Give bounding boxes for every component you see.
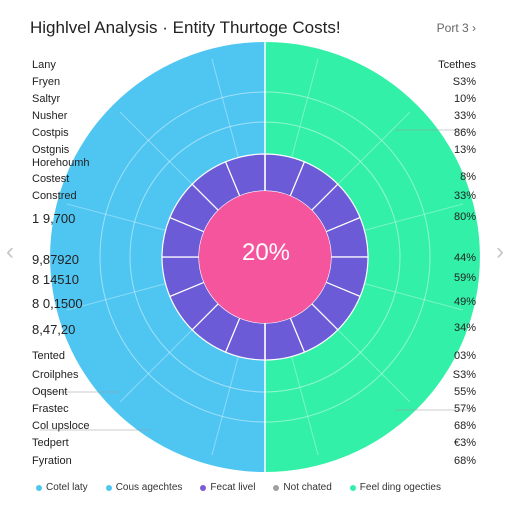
- legend-swatch: [273, 484, 280, 491]
- guide-line-4: [119, 329, 193, 403]
- legend-label: Cotel laty: [46, 482, 88, 493]
- right-label: Tcethes: [438, 59, 476, 71]
- legend-item[interactable]: Cotel laty: [36, 482, 88, 493]
- chevron-right-icon[interactable]: ›: [496, 238, 504, 265]
- right-label: 33%: [453, 110, 476, 122]
- left-label: Lany: [32, 59, 56, 71]
- left-label: Nusher: [32, 110, 68, 122]
- guide-line-5: [66, 283, 166, 311]
- guide-line-10: [337, 111, 411, 185]
- right-label: 34%: [453, 322, 476, 334]
- guide-line-9: [291, 58, 319, 158]
- left-label: Constred: [32, 190, 77, 202]
- left-label: Ostgnis: [32, 144, 70, 156]
- legend-item[interactable]: Fecat livel: [200, 482, 255, 493]
- right-label: S3%: [452, 369, 476, 381]
- left-label: Croilphes: [32, 369, 79, 381]
- pie-slice-0: [50, 42, 266, 472]
- guide-line-11: [364, 203, 464, 231]
- chart-legend: Cotel laty Cous agechtes Fecat livel Not ch…: [36, 482, 441, 493]
- legend-swatch: [349, 484, 356, 491]
- legend-item[interactable]: Not chated: [273, 482, 332, 493]
- right-label: 10%: [453, 93, 476, 105]
- legend-swatch: [200, 484, 207, 491]
- guide-line-1: [337, 329, 411, 403]
- guide-line-0: [364, 283, 464, 311]
- left-label: 1 9,700: [32, 211, 76, 226]
- legend-swatch: [105, 484, 112, 491]
- left-label: Col upsloce: [32, 420, 90, 432]
- pie-slice-1: [265, 42, 480, 472]
- legend-label: Feel ding ogecties: [359, 482, 441, 493]
- left-label: Fryen: [32, 76, 61, 88]
- left-label: 9,87920: [32, 252, 79, 267]
- left-label: Fyration: [32, 455, 72, 467]
- left-label: Costpis: [32, 127, 69, 139]
- page-nav-link[interactable]: Port 3 ›: [436, 21, 476, 35]
- center-disc: [199, 191, 331, 323]
- right-label: S3%: [452, 76, 476, 88]
- left-label: Oqsent: [32, 386, 68, 398]
- left-label: Tedpert: [32, 437, 69, 449]
- chevron-left-icon[interactable]: ‹: [6, 238, 14, 265]
- left-label: Frastec: [32, 403, 69, 415]
- center-value-label: 20%: [241, 239, 291, 266]
- right-label: 57%: [453, 403, 476, 415]
- legend-swatch: [36, 484, 42, 491]
- right-label: 68%: [453, 420, 476, 432]
- left-label: 8 14510: [32, 272, 79, 287]
- left-label: 8 0,1500: [32, 296, 83, 311]
- legend-label: Not chated: [283, 482, 332, 493]
- left-label: Tented: [32, 350, 66, 362]
- right-label: 68%: [453, 455, 476, 467]
- right-label: 86%: [453, 127, 476, 139]
- left-label: Horehoumh: [32, 157, 90, 169]
- right-label: €3%: [453, 437, 476, 449]
- right-label: 59%: [453, 272, 476, 284]
- guide-line-6: [66, 203, 166, 231]
- right-label: 8%: [460, 171, 476, 183]
- legend-label: Cous agechtes: [115, 482, 183, 493]
- right-label: 33%: [453, 190, 476, 202]
- guide-line-8: [211, 58, 239, 158]
- legend-item[interactable]: Cous agechtes: [105, 482, 183, 493]
- guide-line-7: [119, 111, 193, 185]
- legend-item[interactable]: Feel ding ogecties: [349, 482, 441, 493]
- chart-title: Highlvel Analysis · Entity Thurtoge Cost…: [30, 18, 341, 37]
- guide-line-3: [211, 356, 239, 456]
- left-label: Saltyr: [32, 93, 61, 105]
- right-label: 44%: [453, 252, 476, 264]
- right-label: 55%: [453, 386, 476, 398]
- right-label: 13%: [453, 144, 476, 156]
- legend-label: Fecat livel: [210, 482, 256, 493]
- left-label: Costest: [32, 173, 70, 185]
- right-label: 03%: [453, 350, 476, 362]
- right-label: 80%: [453, 211, 476, 223]
- right-label: 49%: [453, 296, 476, 308]
- left-label: 8,47,20: [32, 322, 76, 337]
- guide-line-2: [291, 356, 319, 456]
